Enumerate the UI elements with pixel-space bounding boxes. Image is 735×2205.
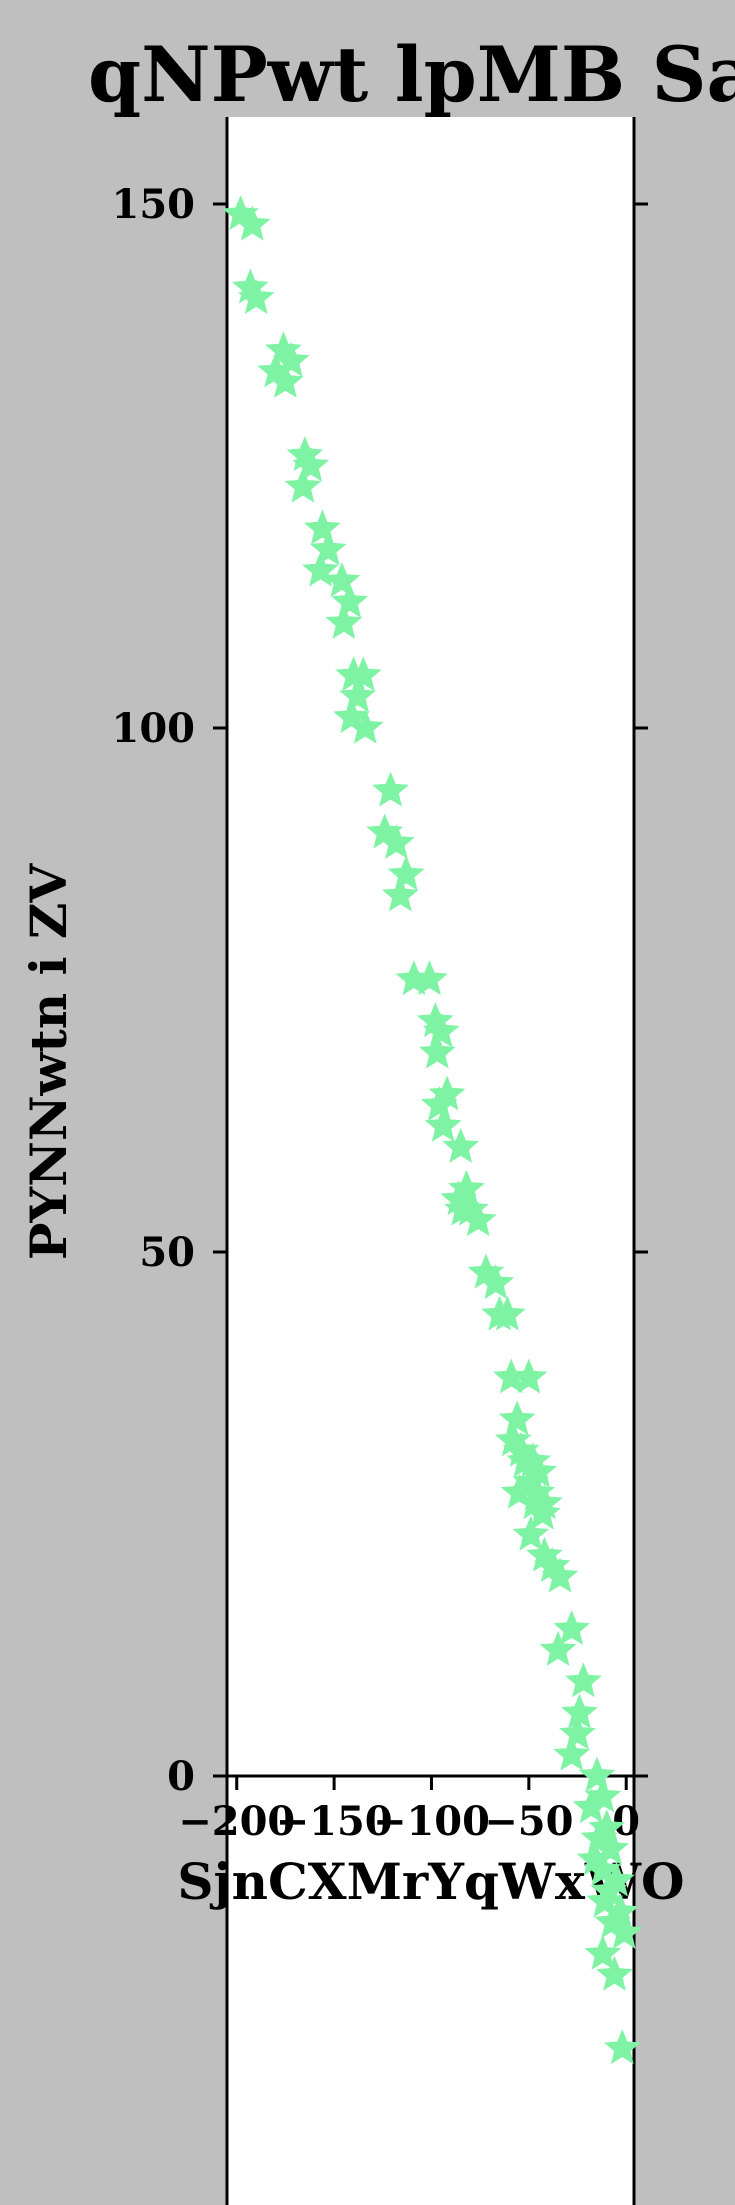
data-point-47	[498, 1400, 536, 1436]
y-tick-label-0: 0	[167, 1753, 195, 1800]
data-point-31	[418, 1033, 456, 1069]
chart-title: qNPwt lpMB Sa	[88, 30, 735, 119]
y-tick-label-50: 50	[139, 1229, 195, 1276]
x-tick-label-1: −150	[276, 1798, 393, 1845]
data-point-12	[309, 530, 347, 566]
data-point-10	[284, 467, 322, 503]
tick-layer: 0 50 100 150 −200−150−100−50 0	[112, 181, 648, 1845]
y-axis-label: PYNNwtn i ZV	[19, 863, 78, 1260]
data-points	[222, 195, 643, 2065]
x-tick-label-0: −200	[178, 1798, 295, 1845]
data-point-64	[539, 1630, 577, 1666]
data-point-46	[510, 1358, 548, 1394]
y-tick-label-100: 100	[112, 705, 196, 752]
data-point-30	[422, 1012, 460, 1048]
x-tick-label-3: −50	[484, 1798, 573, 1845]
plot-area	[227, 117, 634, 2205]
data-point-11	[304, 509, 341, 545]
data-point-22	[372, 771, 409, 807]
data-point-34	[424, 1106, 462, 1142]
data-point-6	[272, 341, 310, 377]
data-point-42	[477, 1264, 515, 1300]
data-point-1	[233, 205, 271, 241]
data-point-25	[387, 855, 425, 891]
data-point-59	[512, 1515, 550, 1551]
data-point-67	[559, 1714, 596, 1750]
data-point-26	[381, 876, 419, 912]
data-point-84	[596, 1955, 633, 1991]
data-point-63	[553, 1609, 591, 1645]
data-point-15	[331, 582, 369, 618]
data-point-3	[237, 278, 275, 314]
y-tick-label-150: 150	[112, 181, 196, 228]
data-point-58	[524, 1494, 561, 1530]
data-point-21	[346, 708, 384, 744]
data-point-24	[378, 823, 415, 859]
data-point-85	[603, 2029, 641, 2065]
data-point-40	[459, 1201, 497, 1237]
data-point-39	[444, 1190, 482, 1226]
data-point-18	[344, 656, 382, 692]
data-point-83	[584, 1934, 622, 1970]
data-point-19	[339, 677, 376, 713]
data-point-28	[411, 960, 448, 996]
x-tick-label-4: 0	[612, 1798, 640, 1845]
data-point-7	[267, 362, 304, 398]
data-point-65	[564, 1662, 602, 1698]
data-point-69	[578, 1756, 616, 1792]
x-tick-label-2: −100	[373, 1798, 490, 1845]
data-point-44	[489, 1295, 526, 1331]
data-point-62	[541, 1557, 579, 1593]
data-point-82	[605, 1913, 643, 1949]
data-point-16	[325, 603, 363, 639]
data-point-33	[420, 1085, 458, 1121]
data-point-68	[553, 1735, 591, 1771]
data-point-71	[572, 1788, 610, 1824]
data-point-35	[442, 1127, 480, 1163]
